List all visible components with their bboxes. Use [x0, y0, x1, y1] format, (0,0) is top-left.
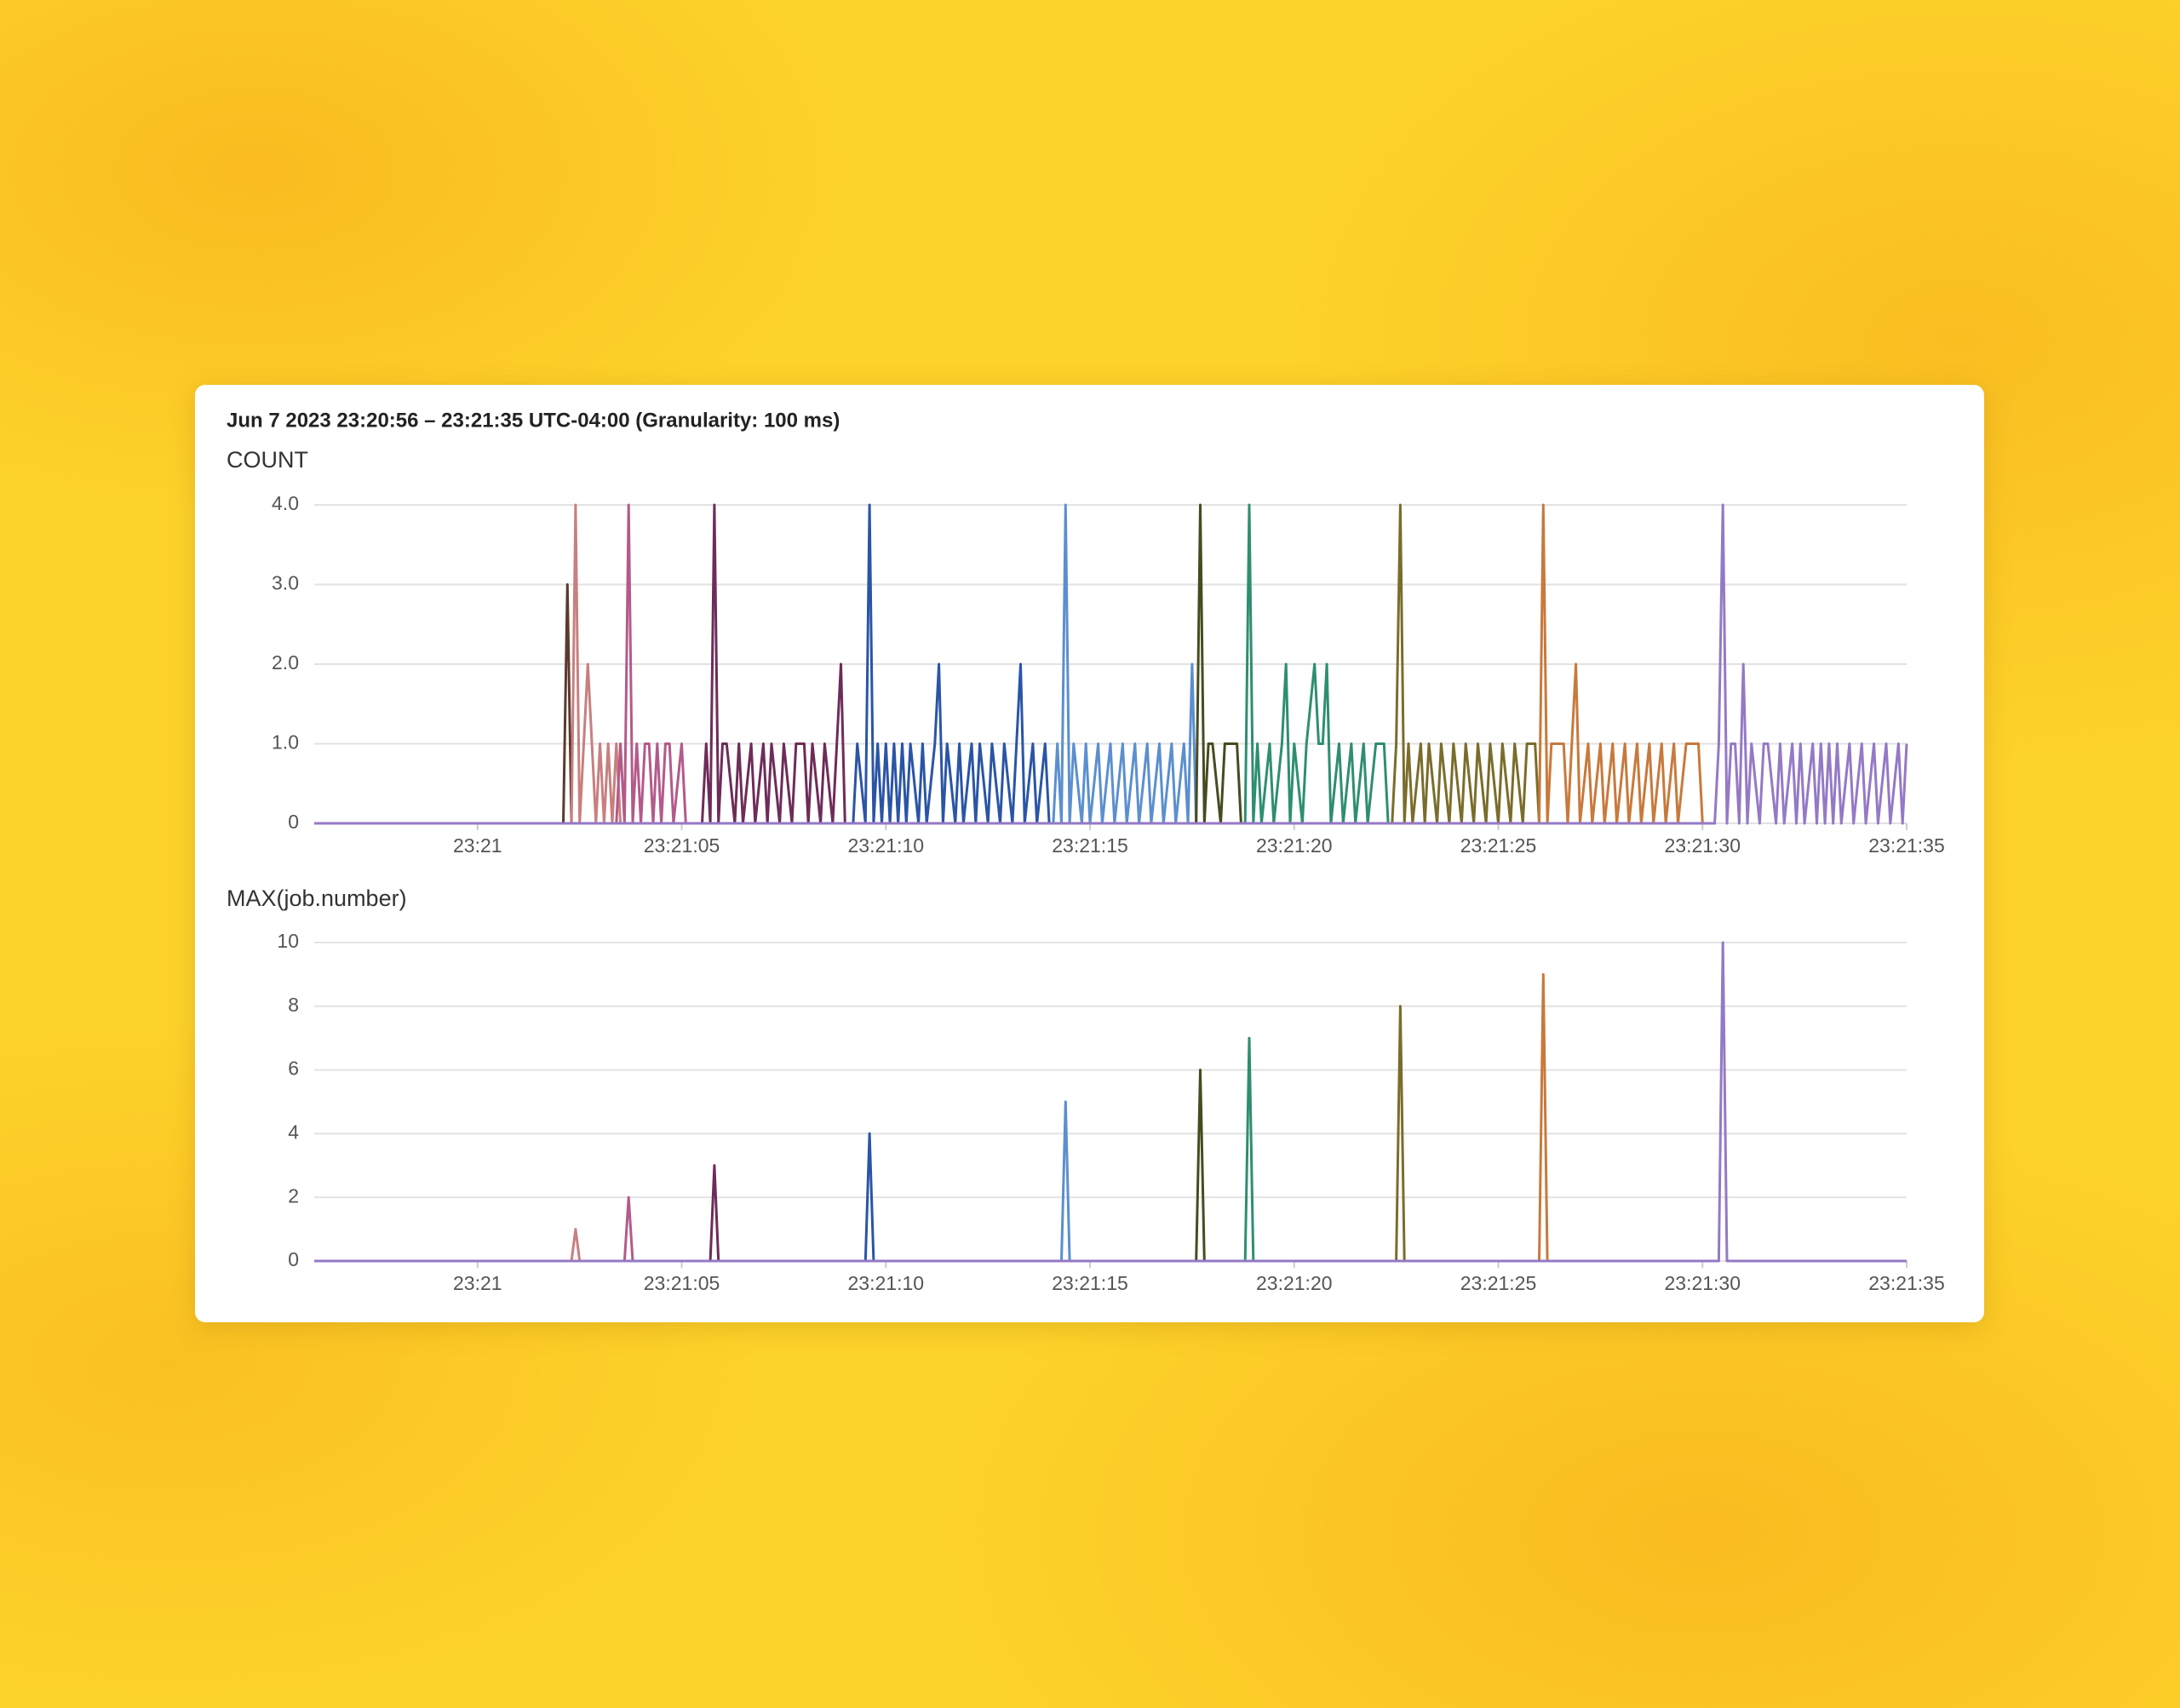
series-line	[1395, 1005, 1406, 1262]
series-line	[615, 503, 687, 825]
y-tick-label: 4.0	[272, 492, 299, 514]
series-line	[1538, 503, 1704, 825]
series-line	[570, 1228, 582, 1262]
series-line	[1243, 503, 1390, 825]
series-line	[1195, 1069, 1206, 1262]
header-title: Jun 7 2023 23:20:56 – 23:21:35 UTC-04:00…	[227, 409, 840, 432]
chart-title: COUNT	[227, 447, 308, 473]
x-tick-label: 23:21:15	[1052, 834, 1128, 857]
series-line	[701, 503, 846, 825]
x-tick-label: 23:21:10	[848, 834, 925, 857]
card	[195, 385, 1984, 1322]
series-line	[1243, 1036, 1255, 1262]
x-tick-label: 23:21:30	[1664, 834, 1741, 857]
series-line	[1060, 1100, 1071, 1262]
x-tick-label: 23:21:25	[1460, 834, 1537, 857]
y-tick-label: 0	[288, 1248, 299, 1270]
x-tick-label: 23:21:35	[1868, 1272, 1945, 1294]
x-tick-label: 23:21:25	[1460, 1272, 1537, 1294]
x-tick-label: 23:21:05	[644, 834, 720, 857]
series-line	[1538, 972, 1549, 1262]
y-tick-label: 2.0	[272, 651, 299, 673]
series-line	[314, 503, 1908, 825]
chart-title: MAX(job.number)	[227, 886, 407, 911]
y-tick-label: 0	[288, 811, 299, 833]
x-tick-label: 23:21	[453, 834, 502, 857]
x-tick-label: 23:21:20	[1256, 1272, 1333, 1294]
series-line	[1195, 503, 1242, 825]
y-tick-label: 6	[288, 1057, 299, 1080]
x-tick-label: 23:21:30	[1664, 1272, 1741, 1294]
x-tick-label: 23:21:20	[1256, 834, 1333, 857]
series-line	[622, 1195, 634, 1262]
series-line	[314, 941, 1907, 1263]
x-tick-label: 23:21:05	[644, 1272, 720, 1294]
y-tick-label: 10	[277, 930, 299, 952]
series-line	[708, 1164, 720, 1262]
y-tick-label: 8	[288, 994, 299, 1016]
x-tick-label: 23:21	[453, 1272, 502, 1294]
series-line	[863, 1132, 875, 1262]
x-tick-label: 23:21:10	[848, 1272, 925, 1294]
y-tick-label: 4	[288, 1121, 299, 1143]
y-tick-label: 3.0	[272, 572, 299, 594]
x-tick-label: 23:21:35	[1868, 834, 1945, 857]
series-line	[1052, 503, 1198, 825]
y-tick-label: 2	[288, 1184, 299, 1206]
x-tick-label: 23:21:15	[1052, 1272, 1128, 1294]
y-tick-label: 1.0	[272, 731, 299, 754]
series-line	[562, 583, 573, 824]
